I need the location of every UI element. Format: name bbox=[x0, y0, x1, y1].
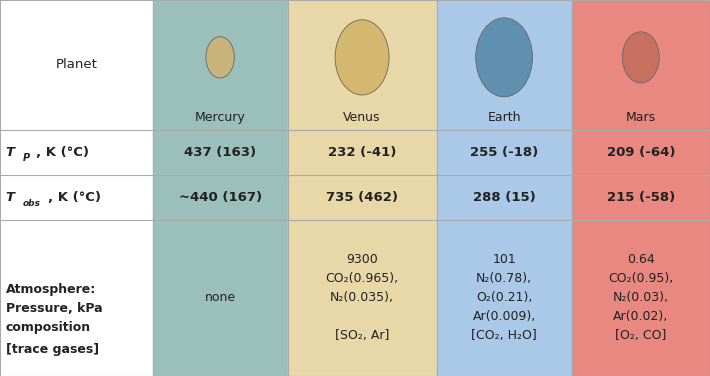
Text: 735 (462): 735 (462) bbox=[326, 191, 398, 204]
Text: Venus: Venus bbox=[344, 111, 381, 124]
Text: 0.64
CO₂(0.95),
N₂(0.03),
Ar(0.02),
[O₂, CO]: 0.64 CO₂(0.95), N₂(0.03), Ar(0.02), [O₂,… bbox=[608, 253, 673, 343]
Text: T: T bbox=[6, 191, 15, 204]
Text: P: P bbox=[23, 153, 30, 163]
Bar bbox=[153, 0, 288, 376]
Text: Mars: Mars bbox=[626, 111, 656, 124]
Ellipse shape bbox=[335, 20, 389, 95]
Text: T: T bbox=[6, 146, 15, 159]
Text: 255 (-18): 255 (-18) bbox=[470, 146, 538, 159]
Bar bbox=[288, 0, 437, 376]
Text: , K (°C): , K (°C) bbox=[48, 191, 102, 204]
Text: Mercury: Mercury bbox=[195, 111, 246, 124]
Ellipse shape bbox=[476, 18, 532, 97]
Text: 101
N₂(0.78),
O₂(0.21),
Ar(0.009),
[CO₂, H₂O]: 101 N₂(0.78), O₂(0.21), Ar(0.009), [CO₂,… bbox=[471, 253, 537, 343]
Text: 215 (-58): 215 (-58) bbox=[606, 191, 675, 204]
Ellipse shape bbox=[623, 32, 660, 83]
Bar bbox=[0, 0, 153, 376]
Text: 437 (163): 437 (163) bbox=[184, 146, 256, 159]
Text: 209 (-64): 209 (-64) bbox=[606, 146, 675, 159]
Text: , K (°C): , K (°C) bbox=[36, 146, 89, 159]
Text: ~440 (167): ~440 (167) bbox=[178, 191, 262, 204]
Text: 232 (-41): 232 (-41) bbox=[328, 146, 396, 159]
Text: [trace gases]: [trace gases] bbox=[6, 343, 99, 356]
Text: none: none bbox=[204, 291, 236, 305]
Text: Planet: Planet bbox=[55, 58, 97, 71]
Text: obs: obs bbox=[23, 199, 40, 208]
Text: Earth: Earth bbox=[487, 111, 521, 124]
Text: 288 (15): 288 (15) bbox=[473, 191, 535, 204]
Bar bbox=[437, 0, 572, 376]
Bar bbox=[572, 0, 710, 376]
Text: Atmosphere:
Pressure, kPa
composition: Atmosphere: Pressure, kPa composition bbox=[6, 283, 102, 334]
Text: 9300
CO₂(0.965),
N₂(0.035),

[SO₂, Ar]: 9300 CO₂(0.965), N₂(0.035), [SO₂, Ar] bbox=[326, 253, 398, 343]
Ellipse shape bbox=[206, 36, 234, 78]
